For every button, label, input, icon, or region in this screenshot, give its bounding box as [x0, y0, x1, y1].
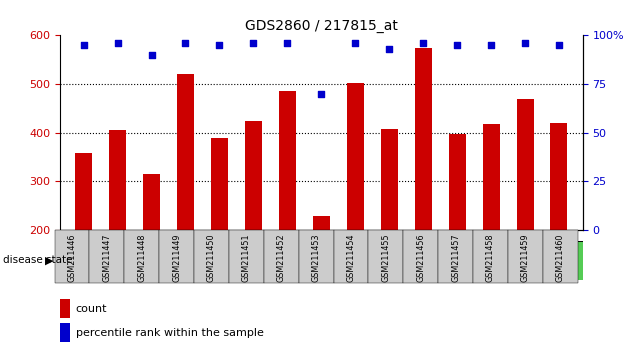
- Bar: [313, 216, 329, 327]
- Bar: [177, 74, 194, 327]
- Text: GSM211452: GSM211452: [277, 234, 286, 282]
- Text: GSM211460: GSM211460: [556, 234, 564, 282]
- Bar: [517, 99, 534, 327]
- Text: GSM211451: GSM211451: [242, 234, 251, 282]
- Text: GSM211448: GSM211448: [137, 234, 146, 282]
- Text: control: control: [128, 255, 166, 265]
- Point: [350, 40, 360, 46]
- Text: GSM211459: GSM211459: [521, 234, 530, 282]
- Text: GSM211456: GSM211456: [416, 234, 425, 282]
- Text: GSM211455: GSM211455: [381, 234, 391, 282]
- Point: [418, 40, 428, 46]
- Bar: [346, 83, 364, 327]
- Bar: [60, 241, 234, 280]
- Point: [452, 42, 462, 48]
- Point: [248, 40, 258, 46]
- Point: [520, 40, 530, 46]
- Text: GSM211453: GSM211453: [312, 234, 321, 282]
- Point: [384, 46, 394, 52]
- Bar: [60, 323, 71, 342]
- Bar: [245, 121, 262, 327]
- Text: GSM211450: GSM211450: [207, 234, 216, 282]
- Title: GDS2860 / 217815_at: GDS2860 / 217815_at: [245, 19, 398, 33]
- Text: count: count: [76, 304, 107, 314]
- Bar: [415, 47, 432, 327]
- Bar: [381, 129, 398, 327]
- Text: GSM211454: GSM211454: [346, 234, 355, 282]
- Bar: [60, 299, 71, 318]
- Point: [486, 42, 496, 48]
- Text: disease state: disease state: [3, 255, 72, 265]
- Text: percentile rank within the sample: percentile rank within the sample: [76, 327, 263, 338]
- Text: GSM211458: GSM211458: [486, 234, 495, 282]
- Bar: [234, 241, 583, 280]
- Text: aldosterone-producing adenoma: aldosterone-producing adenoma: [318, 255, 500, 265]
- Point: [79, 42, 89, 48]
- Point: [147, 52, 157, 58]
- Bar: [211, 138, 228, 327]
- Point: [554, 42, 564, 48]
- Text: GSM211449: GSM211449: [172, 234, 181, 282]
- Text: GSM211446: GSM211446: [67, 234, 77, 282]
- Bar: [449, 134, 466, 327]
- Point: [180, 40, 190, 46]
- Point: [113, 40, 123, 46]
- Bar: [551, 123, 568, 327]
- Point: [282, 40, 292, 46]
- Point: [214, 42, 224, 48]
- Text: ▶: ▶: [45, 255, 54, 265]
- Bar: [75, 153, 92, 327]
- Bar: [143, 174, 160, 327]
- Bar: [279, 91, 296, 327]
- Bar: [109, 130, 126, 327]
- Bar: [483, 124, 500, 327]
- Point: [316, 91, 326, 97]
- Text: GSM211457: GSM211457: [451, 234, 460, 282]
- Text: GSM211447: GSM211447: [103, 234, 112, 282]
